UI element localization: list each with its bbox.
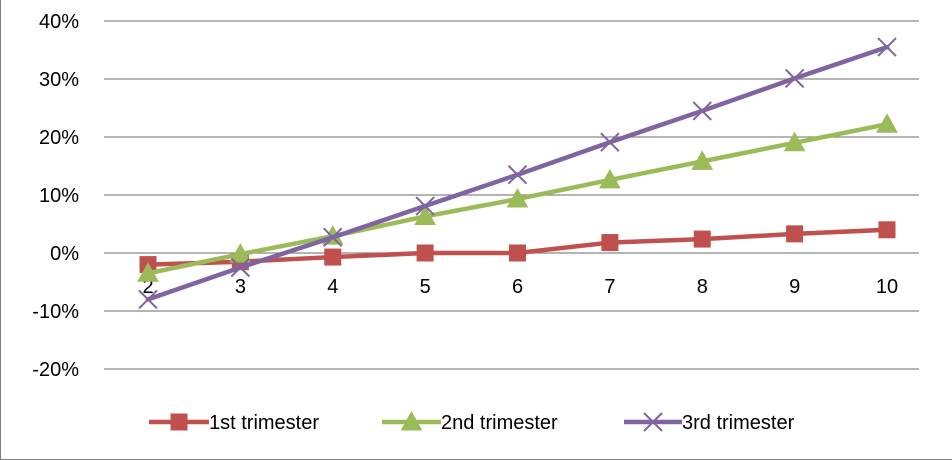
y-tick-label: 10% [39,185,79,207]
data-point [414,205,436,225]
x-tick-label: 10 [876,276,898,298]
data-point [784,68,805,89]
y-tick-label: 40% [39,11,79,33]
legend-entry: 2nd trimester [382,410,558,434]
data-point [138,289,158,310]
gridlines [104,20,919,370]
y-tick-label: 30% [39,69,79,91]
x-tick-label: 4 [327,276,338,298]
y-tick-label: 20% [39,127,79,149]
data-point [137,262,159,282]
y-tick-label: 0% [50,243,79,265]
data-point [876,113,898,133]
x-tick-label: 7 [604,276,615,298]
series-3 [138,37,897,310]
x-axis-tick-labels: 2 3 4 5 6 7 8 9 10 [142,276,898,298]
data-point [783,131,806,152]
data-point [786,225,804,243]
x-tick-label: 5 [420,276,431,298]
data-point [229,243,252,263]
data-point [324,248,342,266]
data-series [137,37,898,310]
legend-marker [400,410,423,431]
data-point [416,244,434,262]
legend-label: 3rd trimester [682,412,795,434]
data-point [692,101,712,121]
y-tick-label: -10% [32,301,79,323]
x-tick-label: 6 [512,276,523,298]
data-point [415,196,435,216]
data-point [693,230,711,248]
data-point [323,227,343,248]
legend-entry: 3rd trimester [624,412,795,434]
data-point [599,168,621,189]
data-point [601,234,619,252]
series-1 [139,221,896,274]
x-tick-label: 2 [142,276,153,298]
y-tick-label: -20% [32,359,79,381]
legend-marker [170,413,188,431]
x-tick-label: 8 [697,276,708,298]
legend-label: 1st trimester [209,412,319,434]
legend: 1st trimester 2nd trimester 3rd trimester [149,410,795,434]
y-axis-tick-labels: 40% 30% 20% 10% 0% -10% -20% [32,11,79,381]
legend-marker [643,412,663,432]
data-point [506,188,529,208]
x-tick-label: 3 [235,276,246,298]
data-point [877,37,897,57]
legend-entry: 1st trimester [149,412,319,434]
legend-label: 2nd trimester [441,412,558,434]
data-point [230,257,251,278]
data-point [507,164,528,185]
data-point [878,221,896,239]
series-line [145,44,890,302]
x-tick-label: 9 [789,276,800,298]
data-point [509,244,526,262]
data-point [600,132,620,152]
data-point [691,150,714,170]
